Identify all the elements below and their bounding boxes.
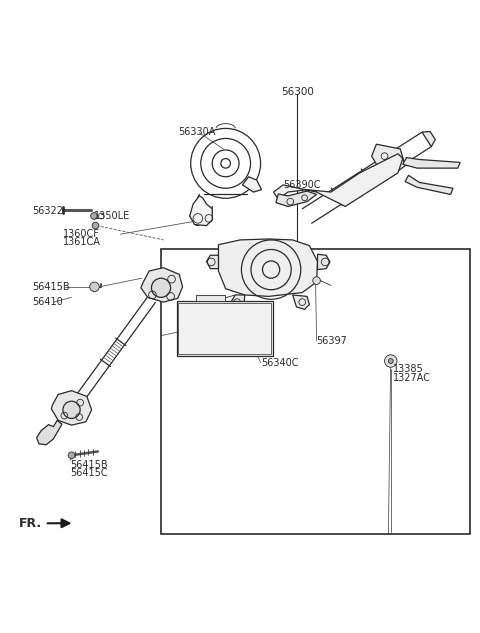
Circle shape [68,452,75,459]
Circle shape [63,401,80,418]
Circle shape [388,359,393,363]
Polygon shape [318,254,330,270]
Polygon shape [218,239,318,296]
Text: 1327AC: 1327AC [393,373,431,383]
Polygon shape [51,391,92,425]
Bar [177,301,273,356]
Bar [161,249,470,534]
Circle shape [90,282,99,292]
Polygon shape [276,191,317,206]
Bar [196,295,225,301]
Polygon shape [405,175,453,194]
Text: 1350LE: 1350LE [94,211,130,221]
Polygon shape [190,196,212,225]
Circle shape [92,222,99,229]
Polygon shape [422,132,435,147]
Polygon shape [403,158,460,168]
Text: 56397: 56397 [317,336,348,346]
Polygon shape [372,144,405,173]
Text: 56415B: 56415B [70,460,108,470]
Polygon shape [293,295,310,310]
Text: 56330A: 56330A [178,127,215,137]
Circle shape [313,277,321,284]
Circle shape [152,279,170,298]
Text: 1361CA: 1361CA [63,237,101,248]
Text: 56390C: 56390C [283,180,321,190]
Polygon shape [274,154,403,206]
Bar [178,303,271,354]
Text: FR.: FR. [19,517,42,530]
Text: 56410: 56410 [32,297,62,307]
Polygon shape [141,268,182,302]
Text: 56415B: 56415B [32,282,70,292]
Circle shape [384,354,397,367]
Polygon shape [242,177,262,192]
Circle shape [91,213,97,220]
Polygon shape [230,295,245,310]
Polygon shape [36,420,62,445]
Polygon shape [206,255,218,268]
Text: 1360CF: 1360CF [63,229,100,239]
Text: 56340C: 56340C [262,358,299,368]
Text: 13385: 13385 [393,364,424,374]
Text: 56300: 56300 [281,87,314,97]
Text: 56322: 56322 [32,206,63,216]
Text: 56415C: 56415C [70,468,108,478]
